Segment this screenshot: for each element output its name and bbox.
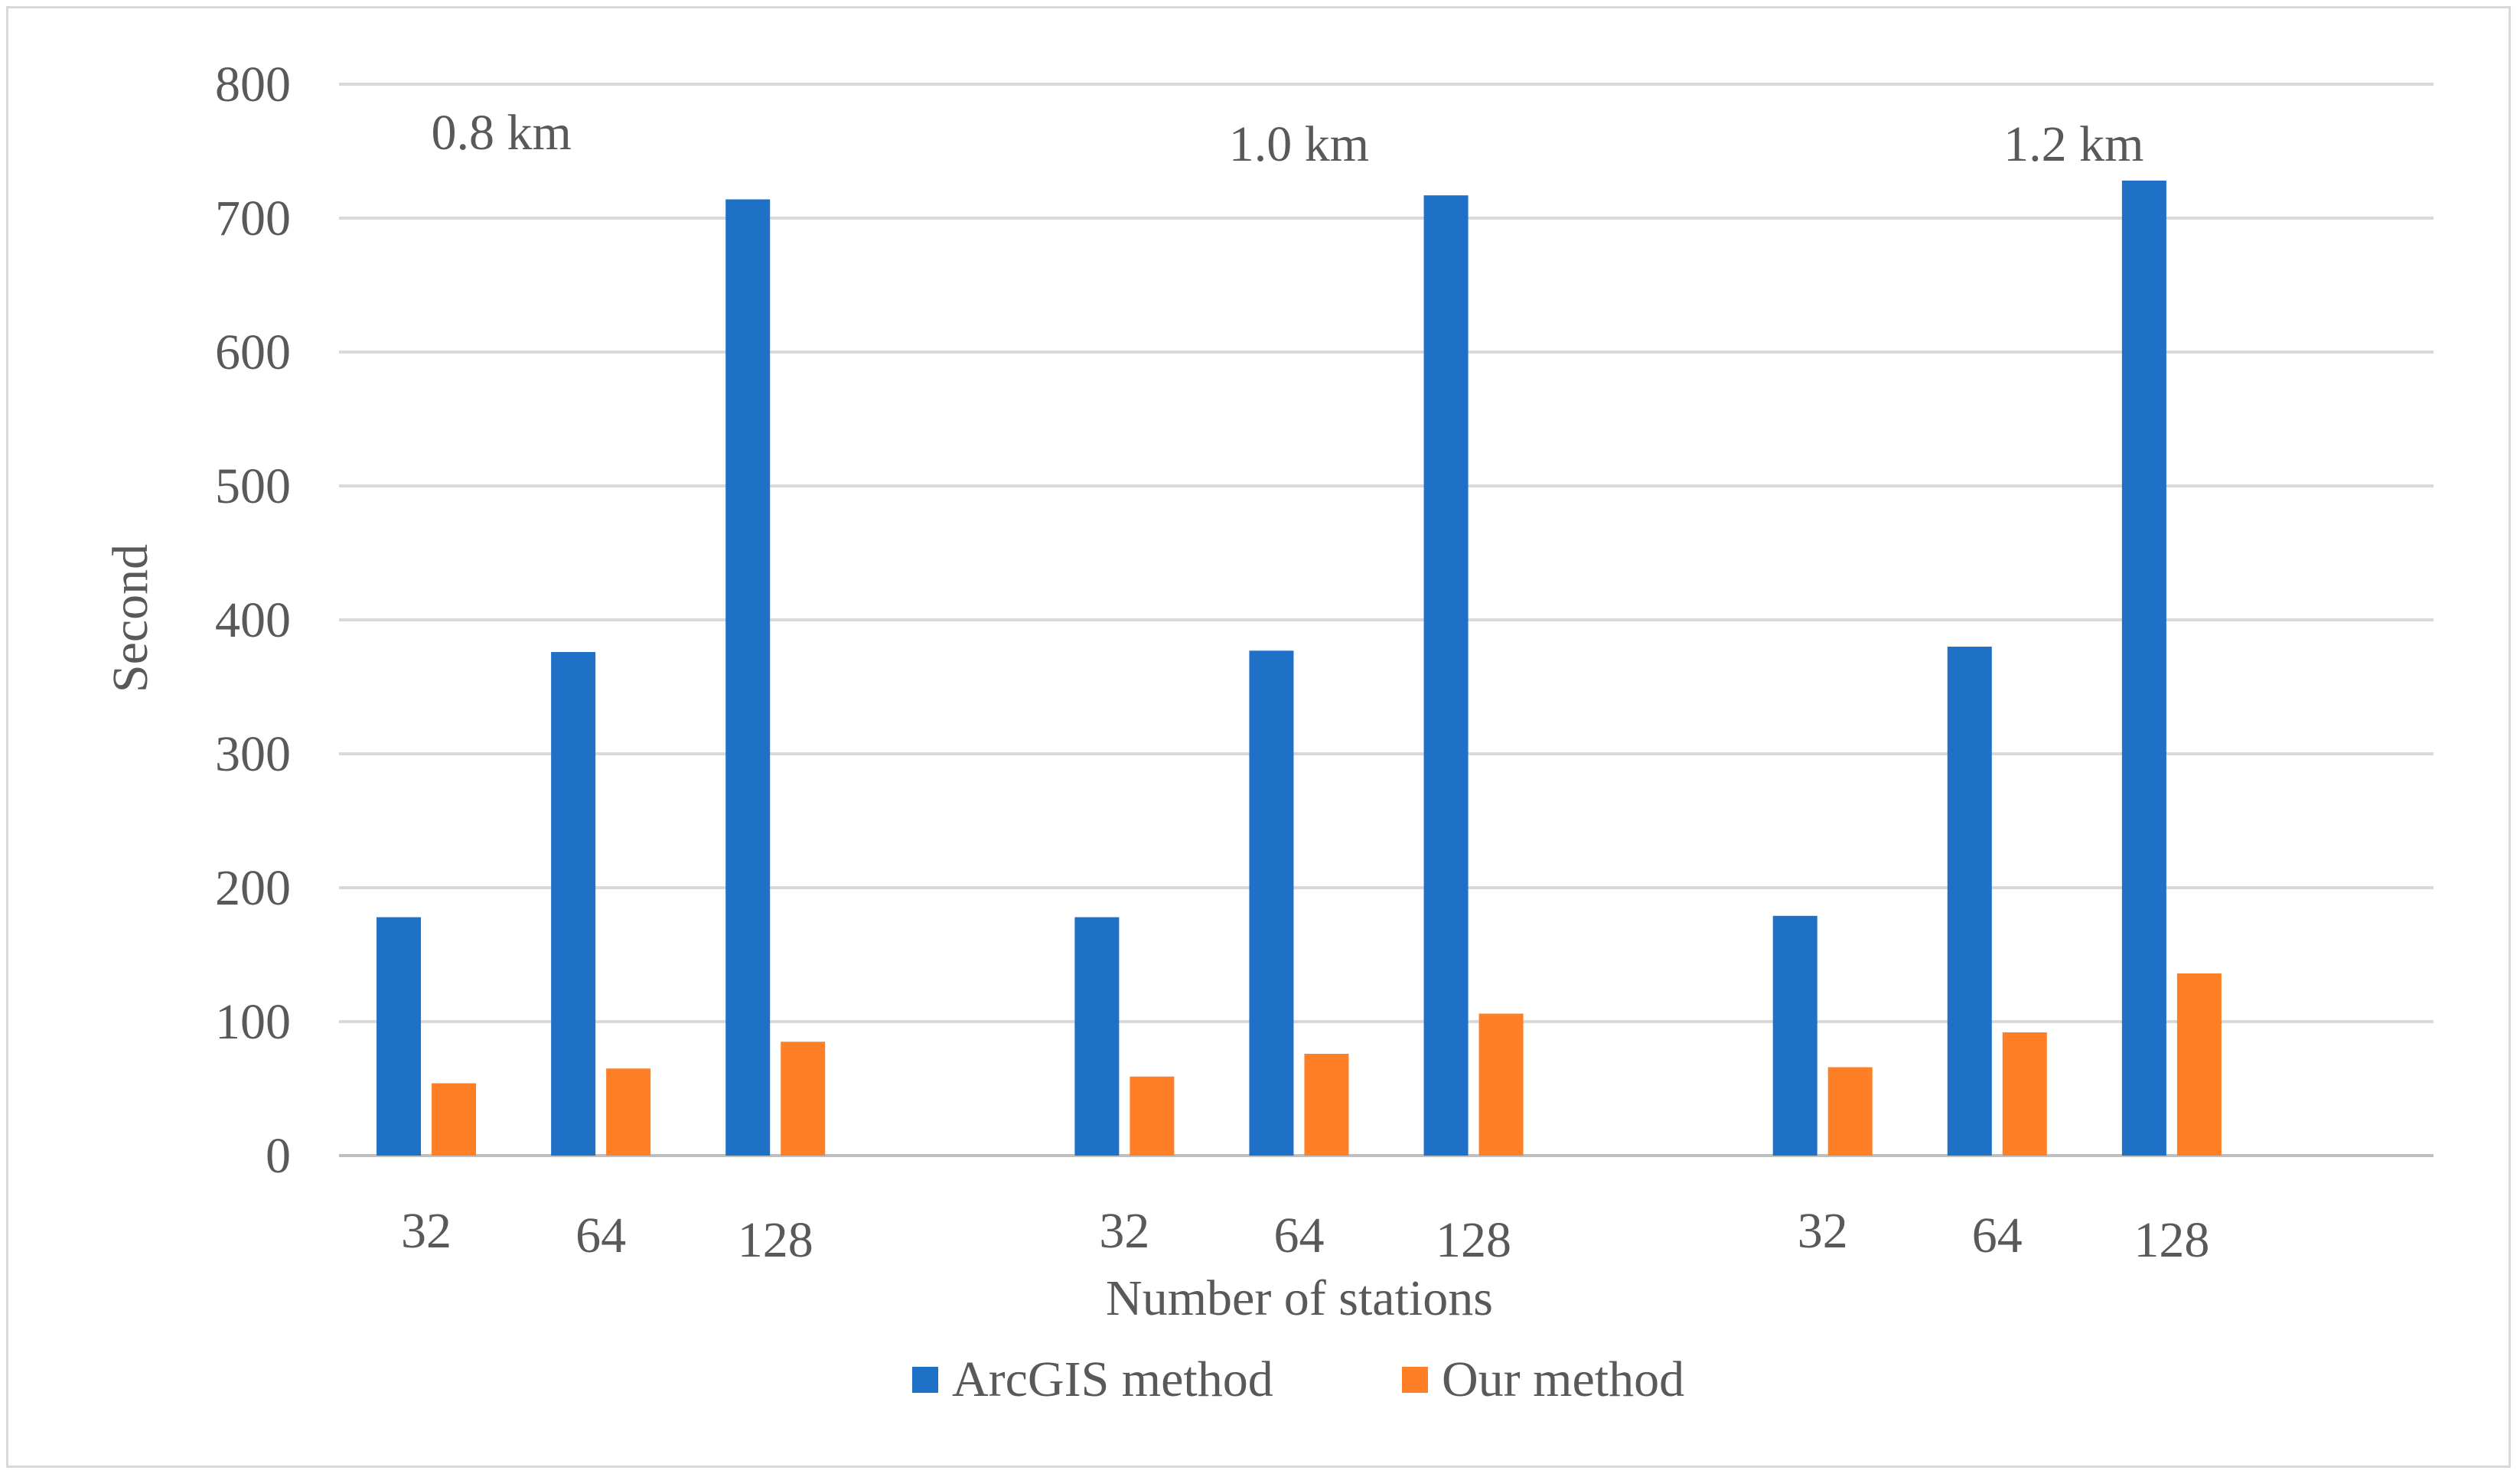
bar-arcgis-method <box>725 199 771 1156</box>
x-tick-label: 128 <box>738 1212 813 1268</box>
x-tick-label: 64 <box>1972 1208 2023 1263</box>
bar-our-method <box>2002 1032 2047 1156</box>
bar-arcgis-method <box>551 652 596 1156</box>
bars <box>377 181 2222 1156</box>
x-tick-label: 32 <box>401 1203 452 1259</box>
x-tick-label: 64 <box>1273 1208 1324 1263</box>
bar-our-method <box>606 1068 651 1156</box>
y-tick-label: 700 <box>215 191 291 246</box>
bar-arcgis-method <box>1947 647 1992 1156</box>
group-label: 1.2 km <box>2003 116 2143 172</box>
bar-arcgis-method <box>1423 195 1469 1156</box>
y-tick-label: 200 <box>215 860 291 916</box>
x-tick-label: 128 <box>2134 1212 2209 1268</box>
y-tick-label: 300 <box>215 726 291 782</box>
x-tick-label: 128 <box>1436 1212 1511 1268</box>
group-label: 0.8 km <box>431 105 571 161</box>
bar-our-method <box>1827 1067 1873 1156</box>
legend-label-arcgis: ArcGIS method <box>952 1351 1273 1407</box>
legend-swatch-arcgis <box>912 1367 938 1393</box>
x-tick-label: 64 <box>575 1208 626 1263</box>
legend-label-our-method: Our method <box>1442 1351 1684 1407</box>
bar-arcgis-method <box>1772 915 1817 1156</box>
y-axis-label: Second <box>103 544 158 693</box>
y-axis-tick-labels: 0 100 200 300 400 500 600 700 800 <box>215 57 291 1184</box>
bar-arcgis-method <box>377 917 422 1156</box>
bar-our-method <box>781 1042 826 1156</box>
y-tick-label: 500 <box>215 458 291 514</box>
x-tick-label: 32 <box>1099 1203 1149 1259</box>
bar-our-method <box>2176 973 2222 1156</box>
bar-our-method <box>1304 1054 1349 1156</box>
x-axis-label: Number of stations <box>1106 1270 1493 1326</box>
legend-swatch-our-method <box>1402 1367 1428 1393</box>
bar-our-method <box>1478 1013 1524 1156</box>
y-tick-label: 0 <box>266 1128 291 1184</box>
y-tick-label: 400 <box>215 592 291 648</box>
bar-arcgis-method <box>1074 917 1120 1156</box>
group-label: 1.0 km <box>1229 116 1369 172</box>
gridlines <box>339 83 2434 1157</box>
bar-arcgis-method <box>2121 181 2166 1156</box>
y-tick-label: 600 <box>215 324 291 380</box>
bar-our-method <box>432 1083 477 1156</box>
bar-arcgis-method <box>1249 650 1294 1156</box>
group-labels: 0.8 km 1.0 km 1.2 km <box>431 105 2143 172</box>
y-tick-label: 800 <box>215 57 291 112</box>
y-tick-label: 100 <box>215 994 291 1050</box>
x-tick-label: 32 <box>1798 1203 1848 1259</box>
bar-our-method <box>1130 1076 1175 1156</box>
x-axis-tick-labels: 32 64 128 32 64 128 32 64 128 <box>401 1203 2209 1268</box>
legend: ArcGIS method Our method <box>912 1351 1684 1407</box>
